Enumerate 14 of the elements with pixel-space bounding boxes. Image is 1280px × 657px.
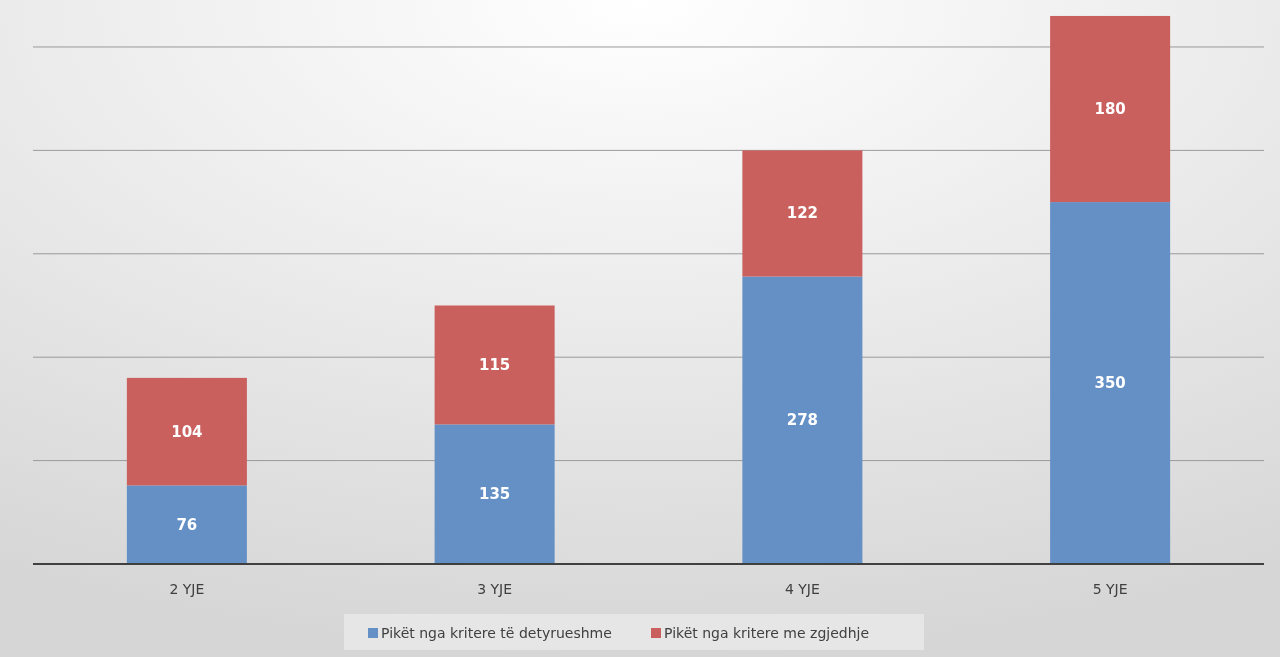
x-tick-label: 3 YJE bbox=[477, 581, 513, 597]
legend-label: Pikët nga kritere me zgjedhje bbox=[664, 625, 870, 641]
data-label: 278 bbox=[786, 411, 819, 430]
data-label: 76 bbox=[176, 515, 198, 534]
x-tick-label: 2 YJE bbox=[169, 581, 205, 597]
x-tick-label: 4 YJE bbox=[784, 581, 820, 597]
x-tick-label: 5 YJE bbox=[1092, 581, 1128, 597]
data-label: 350 bbox=[1094, 374, 1126, 393]
legend-label: Pikët nga kritere të detyrueshme bbox=[381, 625, 612, 641]
data-label: 115 bbox=[478, 355, 511, 374]
data-label: 180 bbox=[1094, 100, 1126, 119]
data-label: 135 bbox=[478, 485, 511, 504]
data-label: 104 bbox=[171, 422, 203, 441]
data-label: 122 bbox=[786, 204, 819, 223]
